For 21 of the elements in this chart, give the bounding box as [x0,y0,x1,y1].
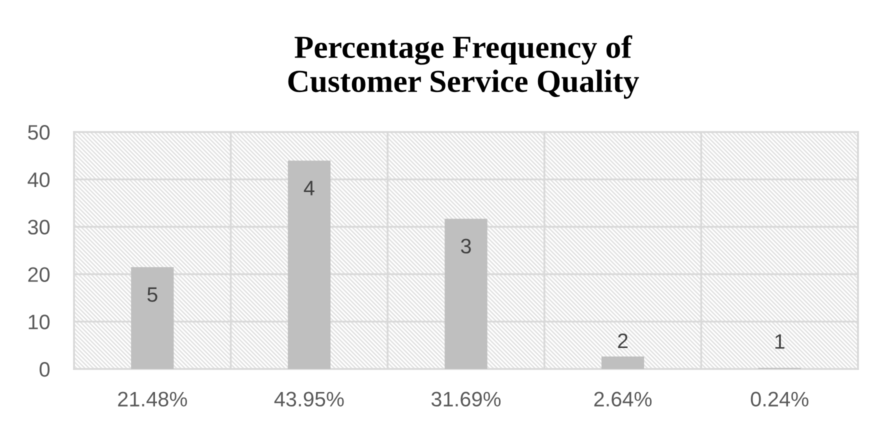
y-tick-label: 50 [28,125,50,140]
annotation: 4 [304,180,314,196]
annotation: 5 [147,287,158,302]
bar [288,160,331,369]
y-tick-label: 30 [28,220,50,235]
x-tick-label: 21.48% [118,392,187,407]
annotation: 1 [775,334,784,349]
x-tick-label: 0.24% [750,392,808,407]
y-tick-label: 20 [28,267,50,282]
y-tick-label: 0 [40,362,50,377]
bar [444,218,488,369]
x-tick-label: 43.95% [274,392,344,407]
bar [131,267,174,369]
bar [601,356,644,369]
annotation: 2 [618,333,628,348]
x-tick-label: 2.64% [594,392,652,407]
y-tick-label: 40 [28,172,50,188]
annotation: 3 [461,238,471,254]
x-tick-label: 31.69% [431,392,501,407]
y-tick-label: 10 [28,314,50,330]
chart-title: Percentage Frequency of Customer Service Quality [288,35,639,99]
